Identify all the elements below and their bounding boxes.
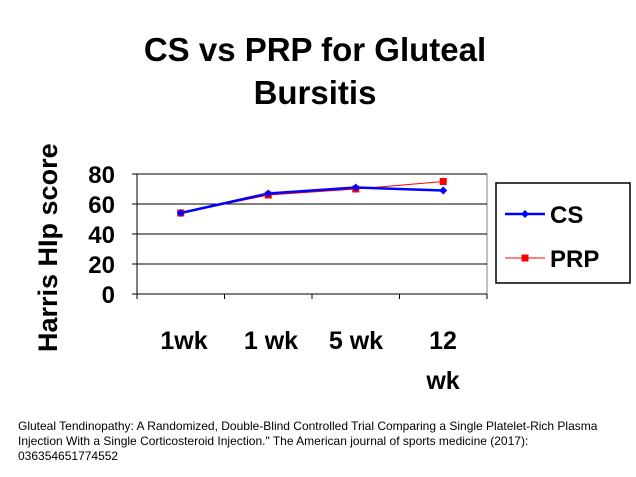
x-category-label: 1wk [160, 327, 207, 355]
y-tick-label: 60 [88, 192, 115, 219]
x-category-label: 12 wk [425, 327, 459, 395]
data-point-prp [439, 178, 447, 185]
source-citation: Gluteal Tendinopathy: A Randomized, Doub… [18, 419, 598, 463]
legend-box [495, 182, 631, 284]
legend-marker-cs [521, 210, 529, 218]
y-tick-label: 40 [88, 222, 115, 249]
legend: CS PRP [495, 182, 631, 284]
data-point-cs [264, 189, 273, 198]
y-tick-label: 20 [88, 252, 115, 279]
x-category-label: 1 wk [244, 327, 298, 355]
legend-label-prp: PRP [550, 246, 599, 273]
chart-title: CS vs PRP for Gluteal Bursitis [143, 31, 487, 111]
data-point-cs [351, 183, 360, 192]
y-tick-label: 0 [102, 282, 115, 309]
data-point-cs [439, 186, 448, 195]
data-point-cs [176, 209, 185, 217]
series-line-cs [180, 186, 444, 215]
y-tick-label: 80 [88, 162, 115, 189]
legend-marker-prp [521, 254, 529, 262]
legend-label-cs: CS [550, 202, 583, 229]
x-category-label: 5 wk [329, 327, 383, 355]
